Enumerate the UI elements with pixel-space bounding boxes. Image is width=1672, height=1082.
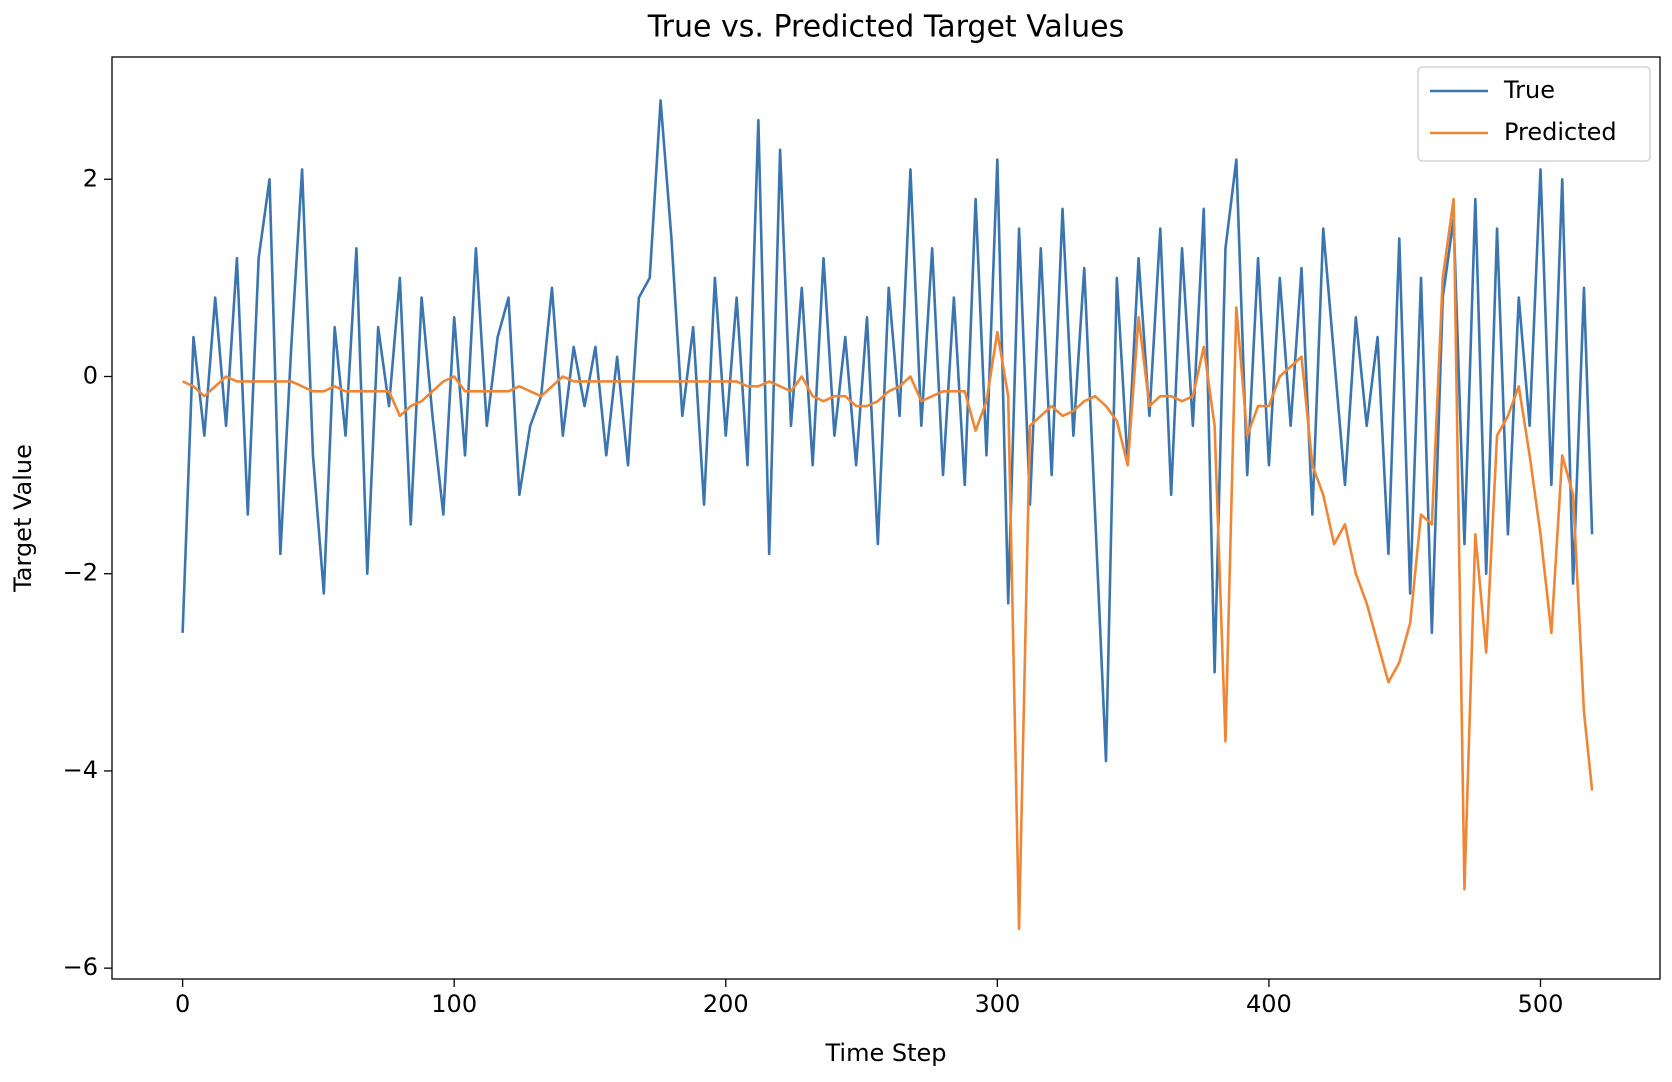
chart-title: True vs. Predicted Target Values [647,10,1124,45]
x-tick-label: 0 [175,990,190,1018]
legend-label: True [1503,76,1555,104]
y-axis-label: Target Value [9,444,37,593]
y-tick-label: −6 [63,953,98,981]
x-tick-label: 500 [1518,990,1564,1018]
y-tick-label: −4 [63,756,98,784]
x-tick-label: 400 [1246,990,1292,1018]
plot-frame [111,56,1661,980]
x-tick-label: 300 [974,990,1020,1018]
line-series [182,197,1594,931]
x-axis-label: Time Step [824,1039,946,1067]
x-tick-label: 200 [703,990,749,1018]
y-tick-label: 2 [83,164,98,192]
legend-label: Predicted [1504,118,1617,146]
y-tick-label: −2 [63,559,98,587]
x-tick-label: 100 [431,990,477,1018]
line-series [181,99,1594,763]
y-tick-label: 0 [83,361,98,389]
